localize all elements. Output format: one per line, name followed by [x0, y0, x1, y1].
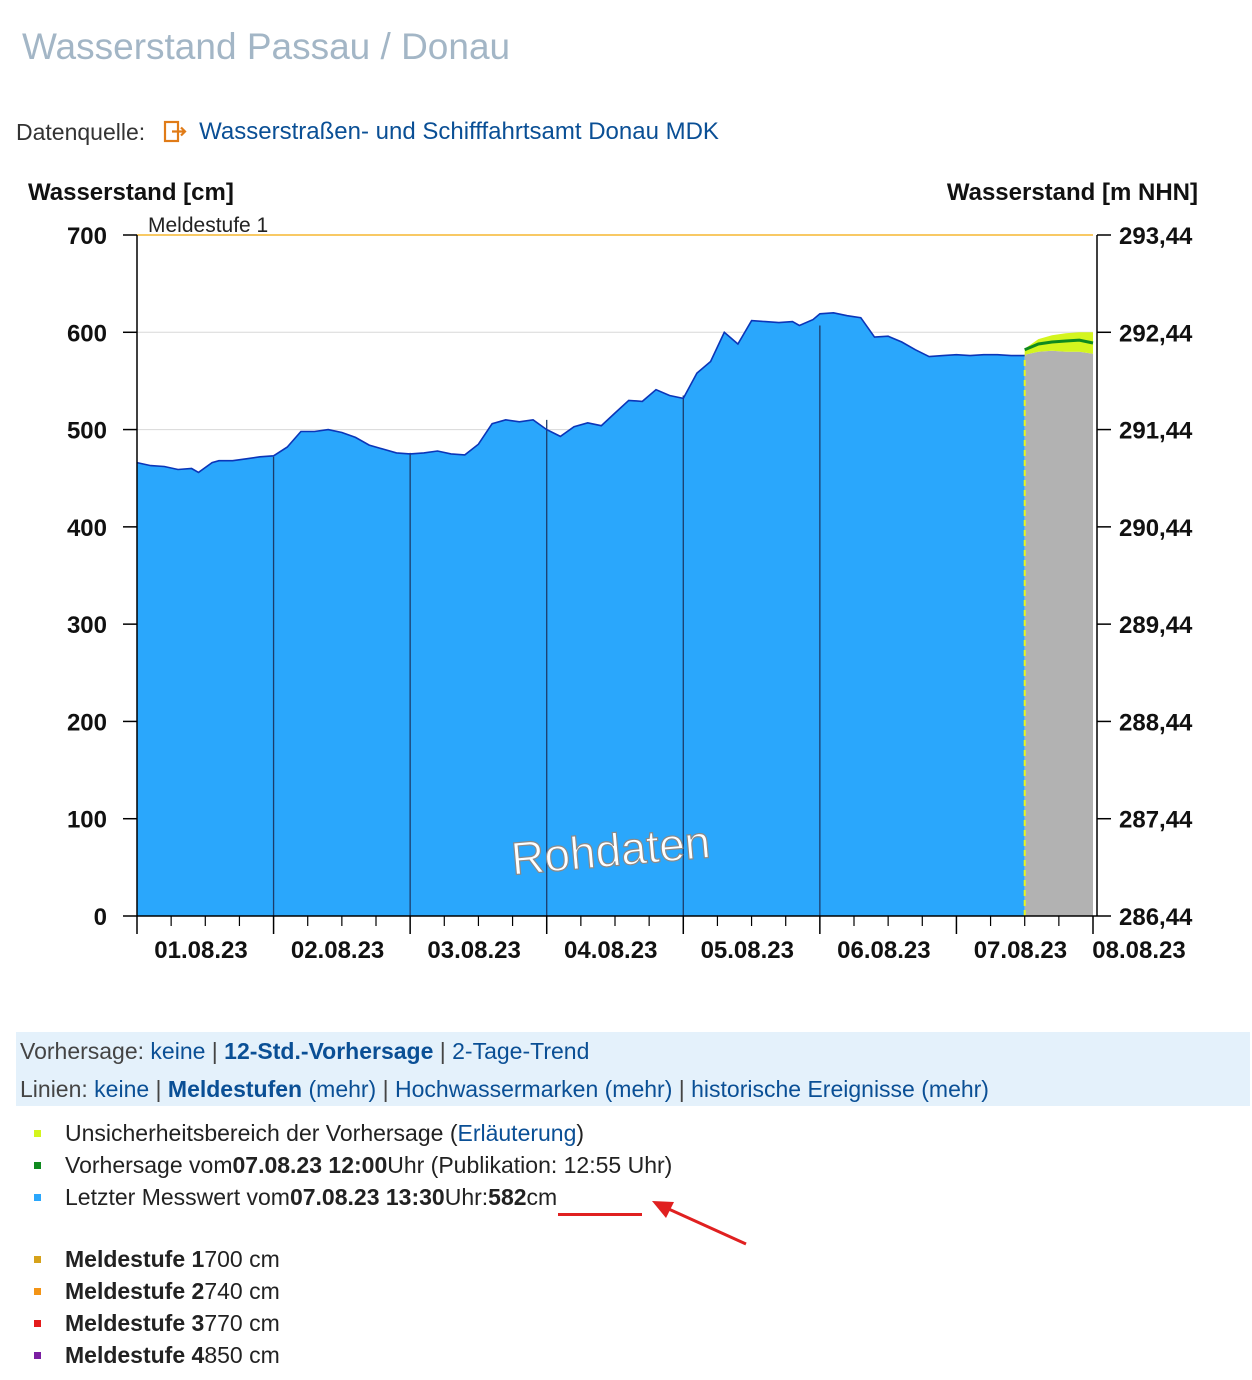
x-tick-label: 01.08.23: [154, 937, 247, 964]
y-tick-label-left: 200: [67, 709, 107, 736]
source-link[interactable]: Wasserstraßen- und Schifffahrtsamt Donau…: [199, 118, 719, 145]
separator: |: [211, 1038, 218, 1064]
separator: |: [155, 1076, 162, 1102]
x-tick-label: 06.08.23: [837, 937, 930, 964]
legend-swatch: [34, 1256, 41, 1263]
x-tick-label: 07.08.23: [974, 937, 1067, 964]
forecast-options: Vorhersage: keine | 12-Std.-Vorhersage |…: [20, 1038, 589, 1065]
forecast-time: 07.08.23 12:00: [232, 1152, 388, 1178]
lines-label: Linien:: [20, 1076, 88, 1102]
legend-text: ): [576, 1120, 585, 1146]
y-tick-label-right: 289,44: [1119, 612, 1193, 639]
red-arrow-annotation: [652, 1201, 747, 1246]
legend-forecast: Vorhersage vom 07.08.23 12:00 Uhr (Publi…: [34, 1152, 672, 1179]
y-tick-label-right: 293,44: [1119, 223, 1193, 250]
forecast-label: Vorhersage:: [20, 1038, 145, 1064]
level-name: Meldestufe 1: [65, 1246, 205, 1272]
legend-text: Unsicherheitsbereich der Vorhersage (: [65, 1120, 458, 1146]
y-tick-label-right: 292,44: [1119, 320, 1193, 347]
levels-more-link[interactable]: (mehr): [308, 1076, 377, 1102]
legend-text: Vorhersage vom: [65, 1152, 233, 1178]
level-name: Meldestufe 4: [65, 1342, 205, 1368]
forecast-option-12h[interactable]: 12-Std.-Vorhersage: [224, 1038, 434, 1064]
source-label: Datenquelle:: [16, 118, 146, 145]
level-value: 770 cm: [204, 1310, 280, 1336]
line-options: Linien: keine | Meldestufen (mehr) | Hoc…: [20, 1076, 989, 1103]
x-tick-label: 04.08.23: [564, 937, 657, 964]
y-axis-label-left: Wasserstand [cm]: [28, 179, 234, 206]
separator: |: [382, 1076, 389, 1102]
lines-option-flood-marks[interactable]: Hochwassermarken: [395, 1076, 599, 1102]
legend-swatch: [34, 1352, 41, 1359]
external-link-icon: [164, 120, 187, 143]
separator: |: [678, 1076, 685, 1102]
legend-unit: cm: [526, 1184, 558, 1210]
lines-option-levels[interactable]: Meldestufen: [167, 1076, 303, 1102]
separator: |: [439, 1038, 446, 1064]
legend-swatch: [34, 1194, 41, 1201]
y-tick-label-left: 400: [67, 515, 107, 542]
level-name: Meldestufe 3: [65, 1310, 205, 1336]
y-tick-label-right: 290,44: [1119, 515, 1193, 542]
y-tick-label-right: 287,44: [1119, 807, 1193, 834]
plot-area: 0 100 200 300 400 500 600 700 286,44 287,44 288,44…: [67, 223, 1193, 964]
water-level-chart: Wasserstand [cm] Wasserstand [m NHN] 0 10…: [28, 179, 1198, 964]
level-value: 700 cm: [204, 1246, 280, 1272]
measurement-time: 07.08.23 13:30: [289, 1184, 445, 1210]
flood-marks-more-link[interactable]: (mehr): [604, 1076, 673, 1102]
legend-swatch: [34, 1130, 41, 1137]
legend-uncertainty: Unsicherheitsbereich der Vorhersage (Erl…: [34, 1120, 584, 1147]
legend-meldestufe-1: Meldestufe 1 700 cm: [34, 1246, 280, 1273]
lines-option-none[interactable]: keine: [94, 1076, 150, 1102]
highlight-underline: [558, 1213, 642, 1216]
legend-text: Uhr:: [444, 1184, 489, 1210]
legend-swatch: [34, 1162, 41, 1169]
forecast-line: [1024, 338, 1094, 352]
explanation-link[interactable]: Erläuterung: [457, 1120, 577, 1146]
last-measurement-value: 582: [488, 1184, 527, 1210]
x-tick-label: 05.08.23: [701, 937, 794, 964]
y-tick-label-right: 291,44: [1119, 418, 1193, 445]
x-tick-label: 02.08.23: [291, 937, 384, 964]
options-panel: Vorhersage: keine | 12-Std.-Vorhersage |…: [16, 1032, 1250, 1106]
data-source: Datenquelle: Wasserstraßen- und Schifffa…: [16, 118, 719, 146]
legend-swatch: [34, 1288, 41, 1295]
legend-text: Letzter Messwert vom: [65, 1184, 290, 1210]
x-tick-label: 08.08.23: [1092, 937, 1185, 964]
legend-meldestufe-3: Meldestufe 3 770 cm: [34, 1310, 280, 1337]
y-axis-label-right: Wasserstand [m NHN]: [947, 179, 1198, 206]
measured-line: [136, 311, 1025, 474]
y-tick-label-left: 100: [67, 807, 107, 834]
y-tick-label-left: 600: [67, 320, 107, 347]
uncertainty-band: [1024, 332, 1093, 355]
forecast-option-none[interactable]: keine: [150, 1038, 206, 1064]
y-tick-label-right: 286,44: [1119, 904, 1193, 931]
lines-option-historic[interactable]: historische Ereignisse: [691, 1076, 915, 1102]
page-title: Wasserstand Passau / Donau: [22, 26, 511, 67]
y-tick-label-right: 288,44: [1119, 709, 1193, 736]
level-value: 850 cm: [204, 1342, 280, 1368]
y-tick-label-left: 0: [94, 904, 107, 931]
measured-area: [137, 312, 1025, 916]
legend-text: Uhr (Publikation: 12:55 Uhr): [387, 1152, 673, 1178]
y-tick-label-left: 500: [67, 418, 107, 445]
legend-meldestufe-2: Meldestufe 2 740 cm: [34, 1278, 280, 1305]
legend-swatch: [34, 1320, 41, 1327]
x-tick-label: 03.08.23: [427, 937, 520, 964]
forecast-option-2day[interactable]: 2-Tage-Trend: [452, 1038, 590, 1064]
legend-meldestufe-4: Meldestufe 4 850 cm: [34, 1342, 280, 1369]
forecast-window: [1024, 350, 1093, 916]
threshold-label: Meldestufe 1: [148, 214, 268, 237]
level-name: Meldestufe 2: [65, 1278, 205, 1304]
legend-last-measurement: Letzter Messwert vom 07.08.23 13:30 Uhr:…: [34, 1184, 557, 1211]
historic-more-link[interactable]: (mehr): [921, 1076, 989, 1102]
level-value: 740 cm: [204, 1278, 280, 1304]
y-tick-label-left: 300: [67, 612, 107, 639]
y-tick-label-left: 700: [67, 223, 107, 250]
